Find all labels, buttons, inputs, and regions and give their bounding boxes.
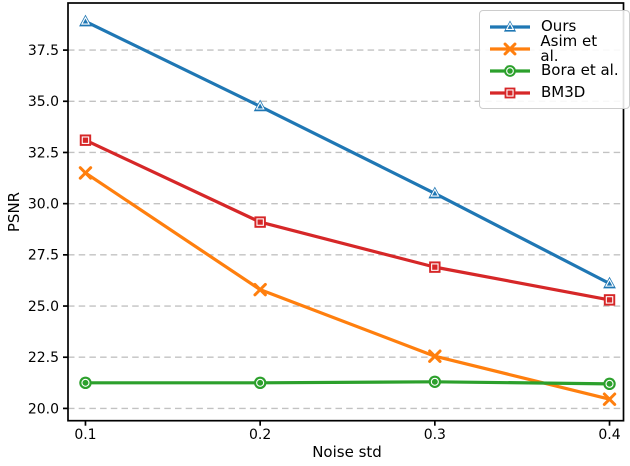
series-markers-bm3d [79,134,616,306]
legend-marker-triangle-up-icon [490,20,530,32]
series-markers-bora-et-al [79,375,616,391]
x-axis-label: Noise std [312,443,382,461]
y-tick-label: 20.0 [28,401,59,417]
legend-label: Asim et al. [540,31,598,65]
legend-label: Bora et al. [541,61,619,79]
marker-circle [603,377,616,391]
y-tick-label: 30.0 [28,197,59,213]
series-line-asim-et-al [83,171,612,401]
y-tick-label: 27.5 [28,248,59,264]
legend-item-bora-et-al: Bora et al. [488,61,619,80]
marker-square [603,294,616,306]
marker-circle [253,376,267,390]
legend-item-asim-et-al: Asim et al. [488,33,619,63]
marker-triangle-up [503,20,517,32]
marker-x [253,282,267,297]
y-axis-label: PSNR [5,191,23,233]
y-tick-label: 37.5 [28,43,59,59]
y-tick-label: 25.0 [28,299,59,315]
series-line-bm3d [83,138,612,302]
marker-x [503,42,517,55]
marker-triangle-up [428,186,442,199]
marker-triangle-up [253,99,267,112]
marker-x [602,392,617,406]
marker-square [429,261,441,273]
legend: Ours Asim et al. Bora et al. BM3D [479,10,630,109]
series-markers-ours [79,14,616,289]
marker-x [78,166,93,180]
series-markers-asim-et-al [78,166,617,406]
marker-triangle-up [603,276,616,289]
legend-label: Ours [541,17,577,35]
x-tick-label: 0.3 [424,427,446,443]
x-tick-label: 0.2 [249,427,271,443]
marker-square [79,134,92,146]
marker-x [428,349,442,363]
marker-square [504,87,516,98]
legend-marker-circle-icon [490,64,530,77]
y-tick-label: 22.5 [28,350,59,366]
marker-circle [428,375,442,388]
legend-marker-x-icon [490,42,530,55]
legend-item-ours: Ours [488,17,619,36]
series-line-bora-et-al [83,380,612,386]
series-line-ours [83,19,612,286]
x-tick-label: 0.1 [74,427,96,443]
marker-circle [79,376,92,390]
legend-label: BM3D [541,83,586,101]
legend-item-bm3d: BM3D [488,83,619,102]
marker-circle [504,64,516,77]
x-tick-label: 0.4 [598,427,620,443]
marker-square [254,216,266,228]
legend-marker-square-icon [490,87,530,98]
y-tick-label: 35.0 [28,94,59,110]
marker-triangle-up [79,14,92,27]
plot-border [67,2,625,422]
y-tick-label: 32.5 [28,145,59,161]
